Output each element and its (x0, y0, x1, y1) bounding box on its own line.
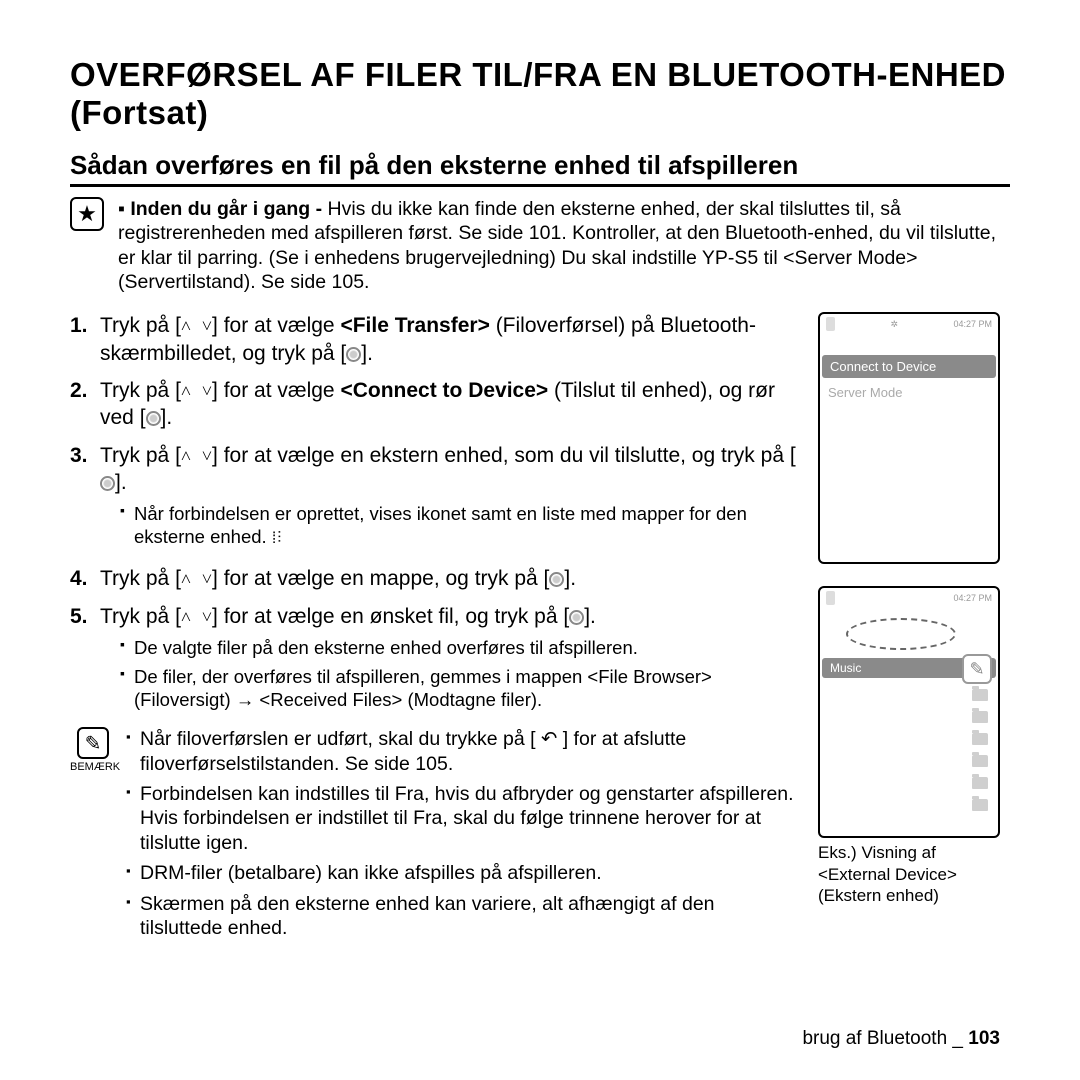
device1-row: Server Mode (820, 381, 998, 404)
folder-icon (972, 777, 988, 789)
page-number: 103 (968, 1028, 1000, 1049)
screenshot-caption: Eks.) Visning af <External Device> (Ekst… (818, 842, 1010, 906)
status-time: 04:27 PM (953, 319, 992, 329)
updown-icon: ˄ ˅ (181, 446, 212, 467)
step-1: 1. Tryk på [˄ ˅] for at vælge <File Tran… (70, 312, 800, 367)
page-title: OVERFØRSEL AF FILER TIL/FRA EN BLUETOOTH… (70, 56, 1010, 132)
highlight-oval (846, 618, 956, 650)
step-3: 3. Tryk på [˄ ˅] for at vælge en ekstern… (70, 442, 800, 556)
step-5-note-b: De filer, der overføres til afspilleren,… (120, 665, 800, 711)
section-heading: Sådan overføres en fil på den eksterne e… (70, 150, 1010, 187)
manual-page: OVERFØRSEL AF FILER TIL/FRA EN BLUETOOTH… (0, 0, 1080, 1080)
select-icon (346, 347, 361, 362)
remark-block: ✎ BEMÆRK Når filoverførslen er udført, s… (70, 727, 800, 946)
device-screenshot-2: 04:27 PM Music ✎ (818, 586, 1000, 838)
note-icon: ✎ BEMÆRK (70, 727, 116, 946)
updown-icon: ˄ ˅ (181, 381, 212, 402)
remark-item: Forbindelsen kan indstilles til Fra, hvi… (126, 782, 800, 855)
screenshots-column: ✲ 04:27 PM Connect to Device Server Mode… (818, 312, 1010, 946)
star-icon: ★ (70, 197, 104, 231)
folder-icon (972, 755, 988, 767)
status-time: 04:27 PM (953, 593, 992, 603)
select-icon (549, 572, 564, 587)
step-4: 4. Tryk på [˄ ˅] for at vælge en mappe, … (70, 565, 800, 592)
step-3-note: Når forbindelsen er oprettet, vises ikon… (120, 502, 800, 549)
folder-icon (972, 711, 988, 723)
select-icon (146, 411, 161, 426)
step-5: 5. Tryk på [˄ ˅] for at vælge en ønsket … (70, 603, 800, 718)
intro-text: ▪ Inden du går i gang - Hvis du ikke kan… (118, 197, 1010, 295)
instructions-column: 1. Tryk på [˄ ˅] for at vælge <File Tran… (70, 312, 800, 946)
bluetooth-pair-icon: ⁞⫶ (272, 530, 282, 547)
bluetooth-icon (826, 317, 835, 331)
folder-icon (972, 733, 988, 745)
intro-lead: Inden du går i gang - (130, 198, 327, 220)
remark-item: Når filoverførslen er udført, skal du tr… (126, 727, 800, 776)
folder-list (820, 678, 998, 822)
intro-block: ★ ▪ Inden du går i gang - Hvis du ikke k… (70, 197, 1010, 295)
device-screenshot-1: ✲ 04:27 PM Connect to Device Server Mode (818, 312, 1000, 564)
folder-icon (972, 799, 988, 811)
remark-item: Skærmen på den eksterne enhed kan varier… (126, 892, 800, 941)
select-icon (569, 610, 584, 625)
step-list: 1. Tryk på [˄ ˅] for at vælge <File Tran… (70, 312, 800, 717)
select-icon (100, 476, 115, 491)
step-5-note-a: De valgte filer på den eksterne enhed ov… (120, 636, 800, 659)
remark-list: Når filoverførslen er udført, skal du tr… (126, 727, 800, 946)
edit-icon: ✎ (962, 654, 992, 684)
updown-icon: ˄ ˅ (181, 316, 212, 337)
device1-selected-row: Connect to Device (822, 355, 996, 378)
step-2: 2. Tryk på [˄ ˅] for at vælge <Connect t… (70, 377, 800, 432)
remark-item: DRM-filer (betalbare) kan ikke afspilles… (126, 861, 800, 885)
bluetooth-icon (826, 591, 835, 605)
folder-icon (972, 689, 988, 701)
updown-icon: ˄ ˅ (181, 569, 212, 590)
page-footer: brug af Bluetooth _ 103 (802, 1028, 1000, 1050)
updown-icon: ˄ ˅ (181, 607, 212, 628)
